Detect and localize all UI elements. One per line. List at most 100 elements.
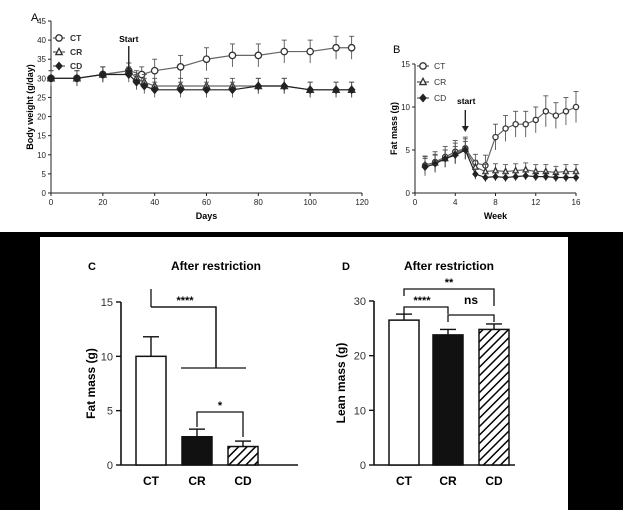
y-tick-label: 30 (37, 74, 46, 83)
x-tick-label: 0 (413, 198, 418, 207)
x-tick-label: 20 (98, 198, 107, 207)
data-point (522, 171, 529, 180)
panel-letter: C (88, 261, 96, 273)
data-point (140, 81, 149, 91)
bar-charts-cd: C After restriction 0 5 10 15 Fat mass (g) CT CR… (84, 259, 515, 488)
data-point (47, 73, 55, 83)
x-tick-label: 60 (202, 198, 211, 207)
data-point (542, 108, 550, 115)
significance-bracket (403, 306, 449, 314)
data-point (552, 112, 560, 119)
significance-bracket (196, 411, 244, 437)
legend-item-cd: CD (417, 93, 446, 103)
annotation-arrow-head (125, 70, 133, 76)
significance-bracket (151, 306, 217, 368)
annotation-label: Start (119, 34, 139, 44)
data-point (202, 55, 211, 64)
chart-title: After restriction (404, 259, 494, 273)
data-point (472, 170, 479, 178)
series-line (424, 106, 577, 167)
series-cd (421, 140, 580, 182)
y-tick-label: 40 (37, 36, 46, 45)
legend-label: CR (70, 47, 82, 57)
y-tick-label: 0 (107, 460, 113, 472)
y-tick-label: 10 (101, 351, 113, 363)
legend-marker (419, 62, 427, 70)
y-axis-label: Fat mass (g) (84, 348, 98, 419)
data-point (441, 154, 449, 163)
data-point (132, 77, 141, 87)
significance-label: ** (445, 277, 454, 289)
legend-label: CT (70, 33, 82, 43)
series-line (424, 149, 576, 179)
data-point (512, 172, 519, 181)
y-tick-label: 35 (37, 55, 46, 64)
category-label: CT (143, 474, 160, 488)
x-tick-label: 8 (493, 198, 498, 207)
data-point (280, 47, 289, 56)
y-tick-label: 15 (37, 132, 46, 141)
chart-a: A 0 5 10 15 20 25 30 35 40 45 0 20 40 60 80 100 120 Days Bo… (25, 12, 369, 221)
chart-d: D After restriction 0 10 20 30 Lean mass (g) CT… (334, 259, 515, 488)
bar-cr (181, 435, 213, 466)
y-tick-label: 20 (354, 351, 366, 363)
data-point (562, 108, 570, 115)
figure-bottom: C After restriction 0 5 10 15 Fat mass (g) CT CR… (40, 237, 568, 510)
panel-letter: B (393, 44, 400, 56)
bar-ct (388, 319, 420, 466)
bar-ct (135, 355, 167, 466)
bar-cd (227, 445, 259, 466)
significance-bracket (447, 314, 495, 322)
annotation-arrow-head (461, 126, 469, 132)
chart-title: After restriction (171, 259, 261, 273)
panel-letter: D (342, 261, 350, 273)
data-point (176, 85, 185, 95)
legend-marker (418, 76, 428, 86)
data-point (306, 47, 315, 56)
y-tick-label: 10 (354, 405, 366, 417)
legend-marker (54, 46, 64, 56)
series-line (51, 70, 352, 91)
legend-item-ct: CT (53, 33, 82, 43)
x-tick-label: 0 (49, 198, 54, 207)
y-tick-label: 10 (37, 151, 46, 160)
legend-marker (55, 34, 63, 42)
data-point (228, 85, 237, 95)
data-point (254, 51, 263, 60)
x-tick-label: 120 (355, 198, 369, 207)
data-point (73, 73, 81, 83)
legend-label: CD (434, 93, 446, 103)
annotation-label: start (457, 96, 476, 106)
bar-cd (478, 328, 510, 466)
y-tick-label: 45 (37, 17, 46, 26)
significance-label: **** (413, 295, 431, 307)
legend-item-cd: CD (53, 61, 82, 71)
x-tick-label: 4 (453, 198, 458, 207)
significance-bracket (403, 288, 495, 306)
data-point (202, 85, 211, 95)
series-cd (47, 66, 356, 98)
data-point (532, 116, 540, 124)
data-point (512, 120, 519, 128)
chart-c: C After restriction 0 5 10 15 Fat mass (g) CT CR… (84, 259, 298, 488)
y-tick-label: 0 (42, 189, 47, 198)
significance-label: ns (464, 293, 478, 307)
series-ct (47, 35, 356, 86)
x-axis-label: Days (196, 211, 218, 221)
category-label: CD (485, 474, 503, 488)
data-point (451, 151, 459, 160)
data-point (421, 163, 429, 172)
legend-label: CT (434, 61, 445, 71)
y-tick-label: 15 (401, 60, 410, 69)
category-label: CR (439, 474, 457, 488)
chart-b: B 0 5 10 15 0 4 8 12 16 Week Fat mass (g) CT CR CD star… (389, 44, 581, 221)
category-label: CR (188, 474, 206, 488)
data-point (492, 133, 499, 141)
x-tick-label: 80 (254, 198, 263, 207)
y-tick-label: 5 (107, 406, 113, 418)
x-tick-label: 12 (531, 198, 540, 207)
data-point (306, 85, 315, 95)
data-point (572, 173, 580, 182)
category-label: CD (234, 474, 252, 488)
data-point (502, 173, 509, 182)
